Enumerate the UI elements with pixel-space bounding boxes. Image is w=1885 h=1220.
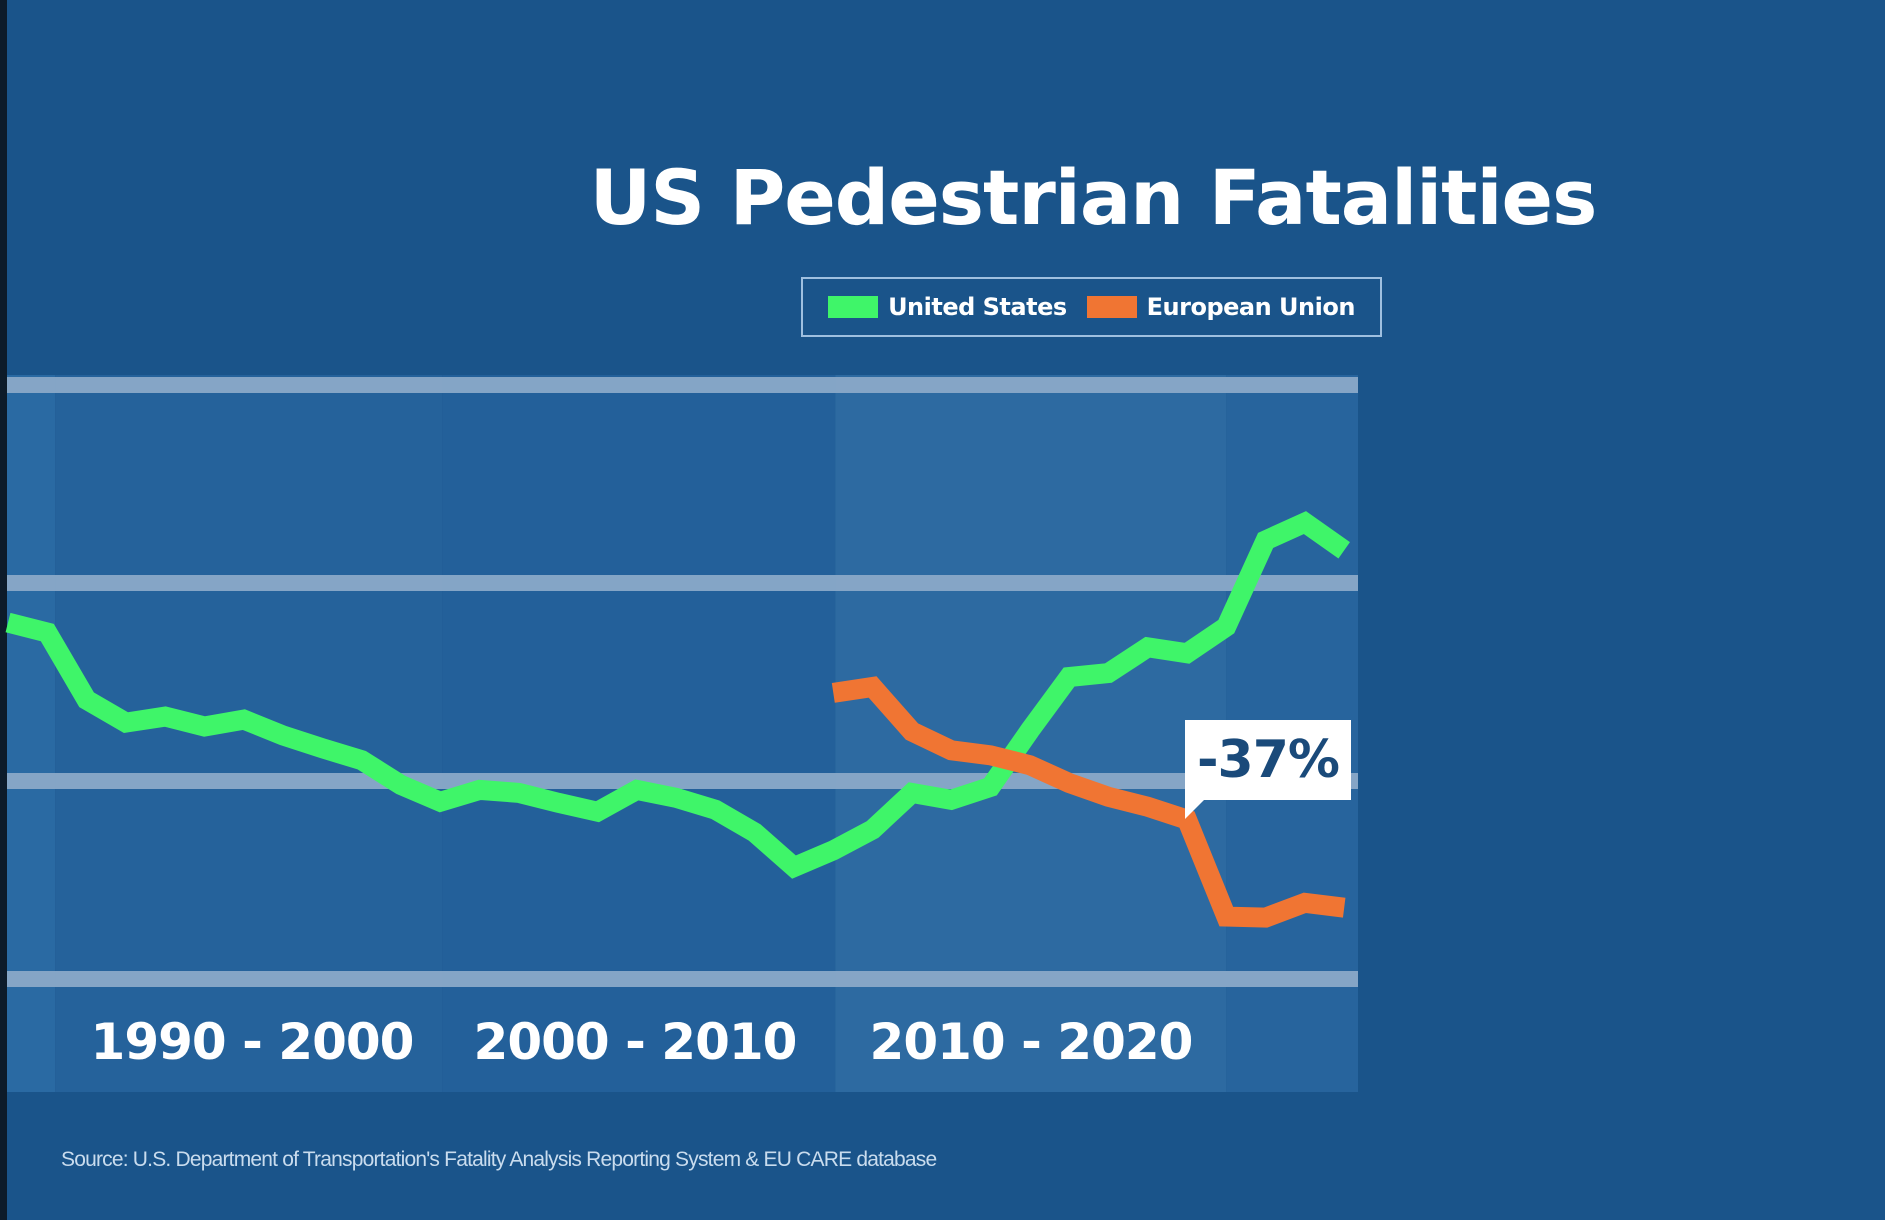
legend: United States European Union bbox=[801, 277, 1382, 337]
legend-label-us: United States bbox=[888, 293, 1067, 321]
source-note: Source: U.S. Department of Transportatio… bbox=[61, 1148, 937, 1171]
callout-tail bbox=[1185, 798, 1205, 819]
legend-swatch-us bbox=[828, 296, 879, 318]
gridline-5000 bbox=[7, 773, 1358, 789]
legend-item-eu: European Union bbox=[1086, 293, 1356, 321]
series-line-european-union bbox=[831, 676, 1346, 928]
legend-item-us: United States bbox=[828, 293, 1067, 321]
callout-text: -37% bbox=[1196, 729, 1340, 790]
chart-title: US Pedestrian Fatalities bbox=[589, 153, 1598, 242]
gridline-9000 bbox=[7, 377, 1358, 393]
period-label-2010-2020: 2010 - 2020 bbox=[869, 1013, 1194, 1071]
gridline-3000 bbox=[7, 971, 1358, 987]
legend-swatch-eu bbox=[1086, 296, 1137, 318]
series-line-united-states bbox=[5, 511, 1350, 879]
percent-change-callout: -37% bbox=[1185, 719, 1351, 819]
left-edge-strip bbox=[0, 0, 7, 1220]
legend-label-eu: European Union bbox=[1146, 293, 1356, 321]
period-label-1990-2000: 1990 - 2000 bbox=[90, 1013, 415, 1071]
gridline-7000 bbox=[7, 575, 1358, 591]
period-label-2000-2010: 2000 - 2010 bbox=[473, 1013, 798, 1071]
